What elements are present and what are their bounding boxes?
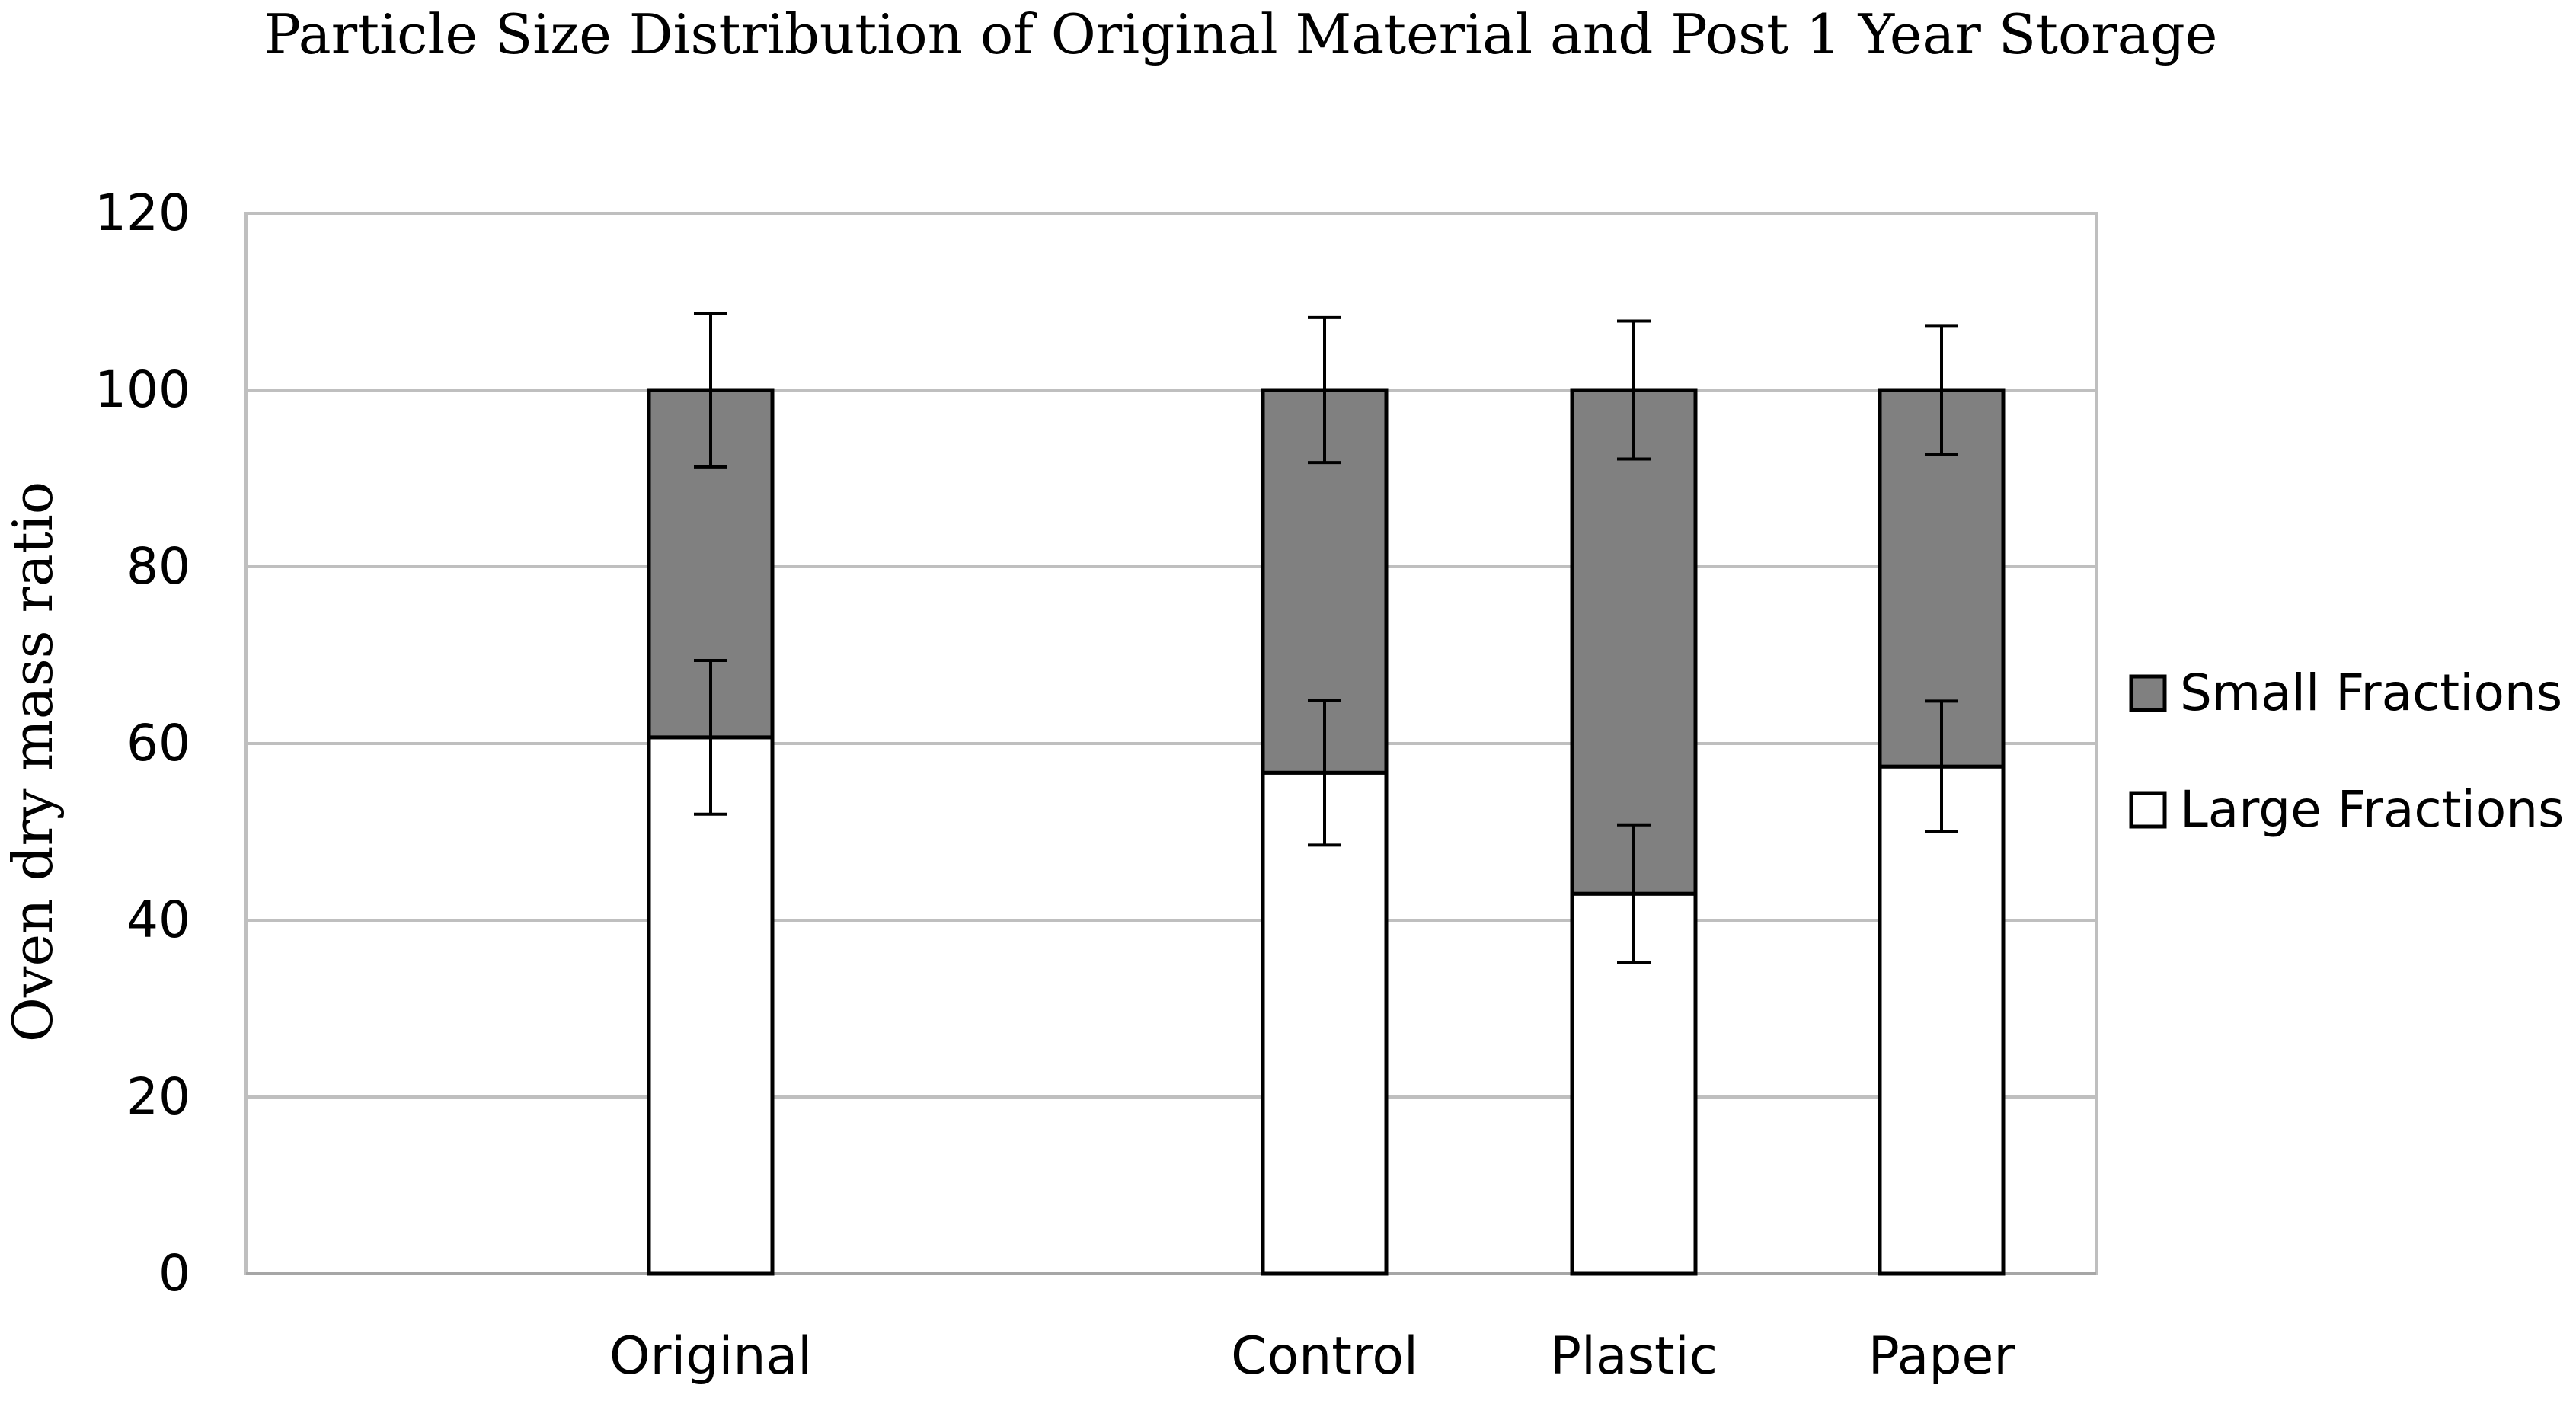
legend-label-small-fractions: Small Fractions bbox=[2180, 664, 2562, 722]
error-bar-large-fractions-control bbox=[1308, 699, 1341, 847]
gridlines bbox=[246, 212, 2096, 1099]
error-bars bbox=[694, 312, 1958, 964]
error-bar-large-fractions-paper bbox=[1925, 699, 1958, 833]
legend-swatch-large-fractions bbox=[2129, 791, 2167, 829]
bar-large-fractions-original bbox=[647, 735, 775, 1276]
x-category-label-control: Control bbox=[1231, 1326, 1418, 1386]
error-bar-large-fractions-original bbox=[694, 658, 727, 816]
x-category-label-plastic: Plastic bbox=[1550, 1326, 1718, 1386]
y-tick-label-60: 60 bbox=[126, 714, 190, 772]
legend-swatch-small-fractions bbox=[2129, 674, 2167, 712]
error-bar-small-fractions-plastic bbox=[1617, 319, 1651, 461]
legend-label-large-fractions: Large Fractions bbox=[2180, 780, 2565, 839]
y-axis-ticks: 0 20 40 60 80 100 120 bbox=[94, 184, 190, 1303]
y-tick-label-120: 120 bbox=[94, 184, 190, 242]
error-bar-small-fractions-original bbox=[694, 312, 727, 469]
y-tick-label-100: 100 bbox=[94, 360, 190, 419]
y-axis-label: Oven dry mass ratio bbox=[1, 481, 65, 1042]
chart-title: Particle Size Distribution of Original M… bbox=[264, 2, 2218, 66]
legend-item-large-fractions: Large Fractions bbox=[2129, 780, 2565, 839]
legend-item-small-fractions: Small Fractions bbox=[2129, 664, 2562, 722]
plot-area bbox=[244, 212, 2098, 1275]
x-axis-categories: Original Control Plastic Paper bbox=[609, 1326, 2015, 1386]
bar-large-fractions-control bbox=[1261, 770, 1389, 1276]
legend: Small Fractions Large Fractions bbox=[2129, 664, 2565, 839]
error-bar-small-fractions-paper bbox=[1925, 324, 1958, 456]
y-tick-label-40: 40 bbox=[126, 891, 190, 949]
bar-small-fractions-plastic bbox=[1570, 388, 1698, 896]
error-bar-small-fractions-control bbox=[1308, 315, 1341, 465]
x-category-label-paper: Paper bbox=[1868, 1326, 2015, 1386]
y-tick-label-0: 0 bbox=[158, 1244, 190, 1303]
bar-large-fractions-paper bbox=[1878, 764, 2006, 1276]
y-tick-label-80: 80 bbox=[126, 537, 190, 596]
x-category-label-original: Original bbox=[609, 1326, 812, 1386]
y-tick-label-20: 20 bbox=[126, 1067, 190, 1126]
error-bar-large-fractions-plastic bbox=[1617, 823, 1651, 964]
